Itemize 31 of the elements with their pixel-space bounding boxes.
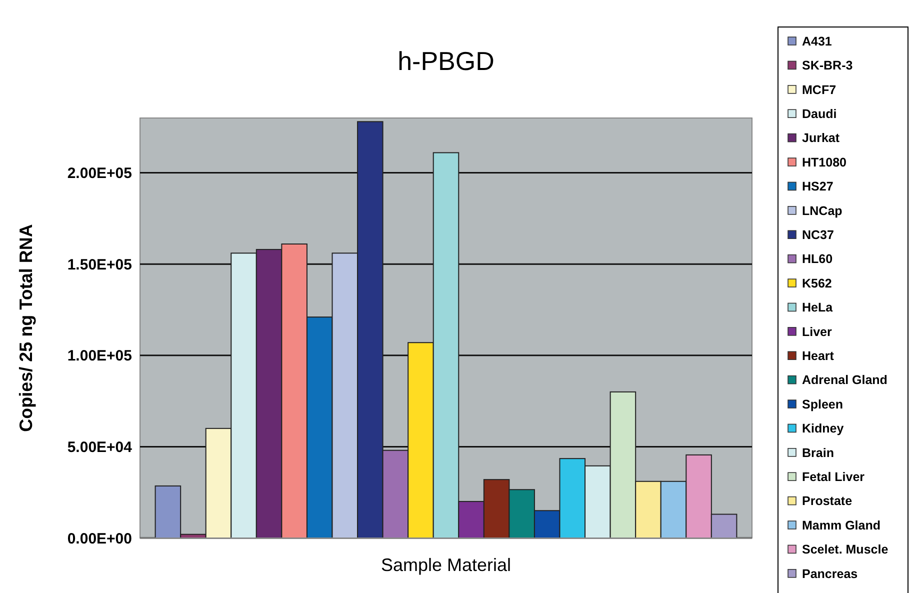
y-tick-label: 1.50E+05 bbox=[67, 256, 132, 274]
y-tick-label: 0.00E+00 bbox=[67, 530, 132, 548]
x-axis-title: Sample Material bbox=[380, 555, 512, 575]
legend-label: K562 bbox=[802, 276, 832, 290]
legend-label: Fetal Liver bbox=[802, 470, 865, 484]
legend-label: Daudi bbox=[802, 106, 837, 121]
legend-label: NC37 bbox=[802, 228, 834, 242]
legend-label: HS27 bbox=[802, 180, 834, 194]
legend-label: Heart bbox=[802, 348, 835, 363]
legend-label: HT1080 bbox=[802, 155, 847, 170]
legend-label: Pancreas bbox=[802, 566, 858, 581]
y-axis-title: Copies/ 25 ng Total RNA bbox=[16, 224, 36, 432]
y-tick-label: 1.00E+05 bbox=[67, 348, 132, 365]
legend-label: MCF7 bbox=[802, 82, 836, 97]
legend-label: A431 bbox=[802, 34, 832, 48]
y-tick-label: 5.00E+04 bbox=[67, 438, 133, 456]
legend-label: Spleen bbox=[802, 397, 843, 412]
legend-label: Liver bbox=[802, 324, 832, 339]
legend-label: Scelet. Muscle bbox=[802, 542, 888, 557]
y-tick-label: 2.00E+05 bbox=[67, 165, 132, 182]
legend-label: Kidney bbox=[802, 422, 844, 436]
legend-label: HL60 bbox=[802, 252, 833, 266]
legend-label: SK-BR-3 bbox=[802, 58, 853, 73]
legend-label: Adrenal Gland bbox=[802, 373, 888, 388]
legend-label: Mamm Gland bbox=[802, 518, 880, 532]
legend-label: HeLa bbox=[802, 300, 834, 315]
chart-title: h-PBGD bbox=[398, 46, 494, 76]
legend-label: Jurkat bbox=[802, 131, 840, 146]
legend-label: Brain bbox=[802, 446, 834, 460]
legend-label: Prostate bbox=[802, 494, 852, 508]
legend-label: LNCap bbox=[802, 204, 843, 218]
